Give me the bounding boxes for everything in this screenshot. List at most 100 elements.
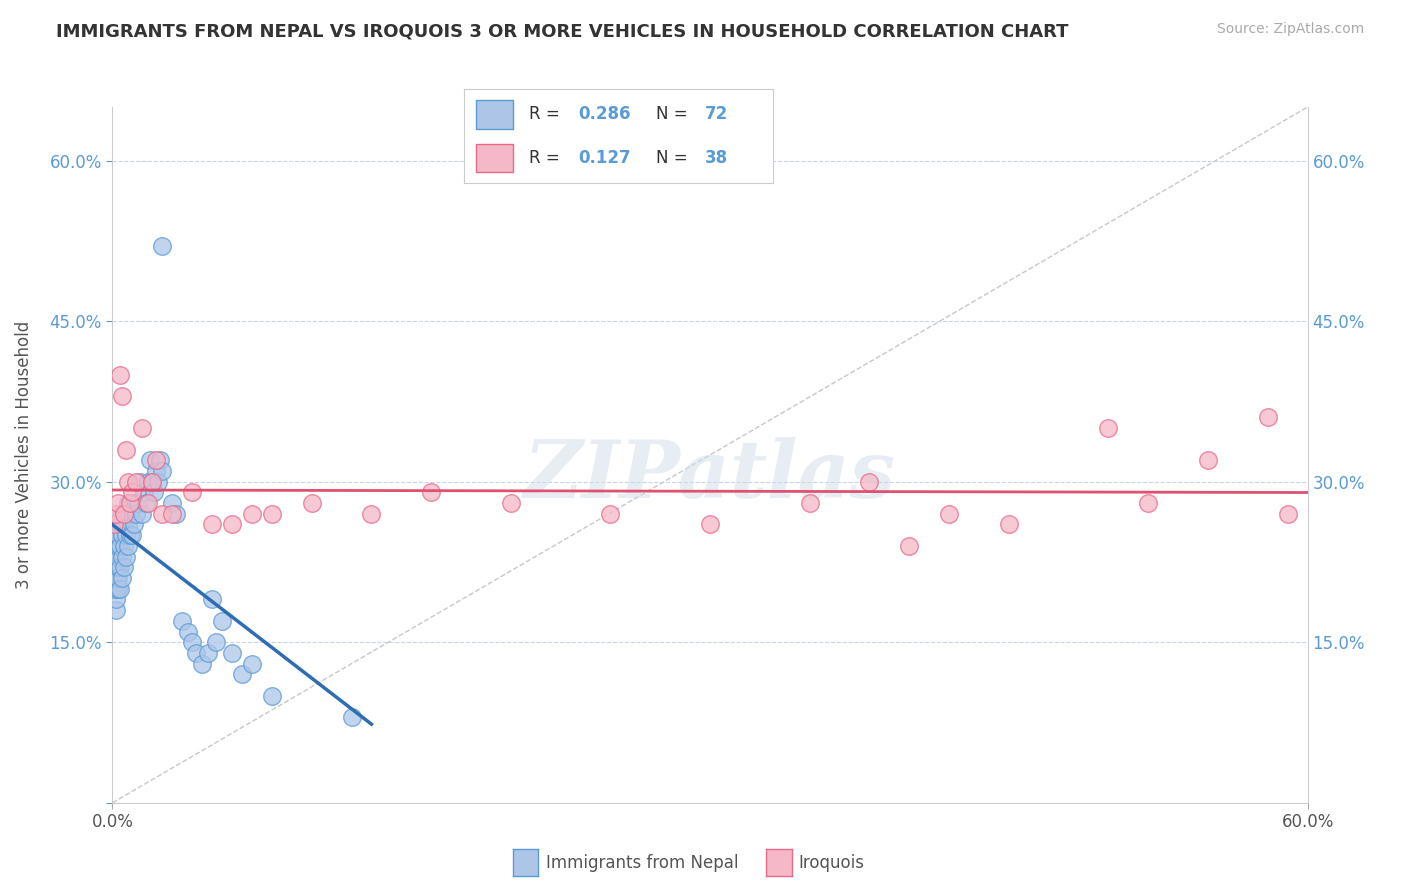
Point <box>117 475 139 489</box>
Point <box>138 496 160 510</box>
Point <box>131 507 153 521</box>
Point <box>301 496 323 510</box>
Point <box>360 507 382 521</box>
Point <box>1277 507 1299 521</box>
Point <box>110 539 132 553</box>
Point <box>111 549 134 564</box>
Point <box>858 475 880 489</box>
Point <box>231 667 253 681</box>
Point <box>103 549 125 564</box>
Point <box>799 496 821 510</box>
Point <box>117 517 139 532</box>
Point <box>201 517 224 532</box>
Point <box>105 592 128 607</box>
Point <box>177 624 200 639</box>
Point <box>131 421 153 435</box>
Point <box>150 464 173 478</box>
Point <box>105 539 128 553</box>
Point <box>260 689 283 703</box>
Point <box>120 528 142 542</box>
Point <box>114 539 135 553</box>
Point <box>125 507 148 521</box>
Point <box>134 485 156 500</box>
Point <box>125 475 148 489</box>
Bar <box>477 101 513 128</box>
Point <box>105 549 128 564</box>
Point <box>139 453 162 467</box>
Point <box>105 528 128 542</box>
Text: IMMIGRANTS FROM NEPAL VS IROQUOIS 3 OR MORE VEHICLES IN HOUSEHOLD CORRELATION CH: IMMIGRANTS FROM NEPAL VS IROQUOIS 3 OR M… <box>56 22 1069 40</box>
Text: N =: N = <box>655 149 693 167</box>
Point <box>205 635 228 649</box>
Point <box>103 560 125 574</box>
Point <box>221 646 243 660</box>
Point <box>148 475 170 489</box>
Point <box>107 496 129 510</box>
Point <box>129 475 152 489</box>
Point <box>110 368 132 382</box>
Text: Source: ZipAtlas.com: Source: ZipAtlas.com <box>1216 22 1364 37</box>
Point <box>127 496 149 510</box>
Point <box>1097 421 1119 435</box>
Point <box>120 496 142 510</box>
Point <box>105 582 128 596</box>
Point <box>240 657 263 671</box>
Point <box>105 603 128 617</box>
Text: 72: 72 <box>706 105 728 123</box>
Point <box>340 710 363 724</box>
Point <box>117 496 139 510</box>
Point <box>107 539 129 553</box>
Point <box>240 507 263 521</box>
Point <box>181 485 204 500</box>
Point <box>105 507 128 521</box>
Point <box>103 571 125 585</box>
Point <box>197 646 219 660</box>
Point <box>260 507 283 521</box>
Point <box>172 614 194 628</box>
Point <box>121 528 143 542</box>
Point <box>149 453 172 467</box>
Point <box>699 517 721 532</box>
Point <box>110 560 132 574</box>
Point <box>107 571 129 585</box>
Point <box>107 549 129 564</box>
Point <box>1197 453 1219 467</box>
Point <box>115 507 138 521</box>
Text: 0.127: 0.127 <box>578 149 631 167</box>
Point <box>145 464 167 478</box>
Text: R =: R = <box>529 105 565 123</box>
Point <box>114 517 135 532</box>
Point <box>114 560 135 574</box>
Point <box>221 517 243 532</box>
Point <box>135 496 157 510</box>
Point <box>103 539 125 553</box>
Point <box>191 657 214 671</box>
Point <box>150 239 173 253</box>
Point <box>938 507 960 521</box>
Point <box>111 389 134 403</box>
Point <box>420 485 443 500</box>
Point <box>145 453 167 467</box>
Point <box>110 582 132 596</box>
Point <box>599 507 621 521</box>
Point <box>107 528 129 542</box>
Y-axis label: 3 or more Vehicles in Household: 3 or more Vehicles in Household <box>15 321 32 589</box>
Point <box>1257 410 1279 425</box>
Point <box>111 507 134 521</box>
Bar <box>477 144 513 171</box>
Point <box>186 646 208 660</box>
Point <box>181 635 204 649</box>
Text: Iroquois: Iroquois <box>799 854 865 871</box>
Point <box>898 539 921 553</box>
Point <box>499 496 522 510</box>
Point <box>201 592 224 607</box>
Text: Immigrants from Nepal: Immigrants from Nepal <box>546 854 738 871</box>
Point <box>120 507 142 521</box>
Point <box>115 549 138 564</box>
Point <box>1137 496 1160 510</box>
Point <box>141 475 163 489</box>
Point <box>107 582 129 596</box>
Point <box>121 485 143 500</box>
Text: 0.286: 0.286 <box>578 105 631 123</box>
Point <box>105 517 128 532</box>
